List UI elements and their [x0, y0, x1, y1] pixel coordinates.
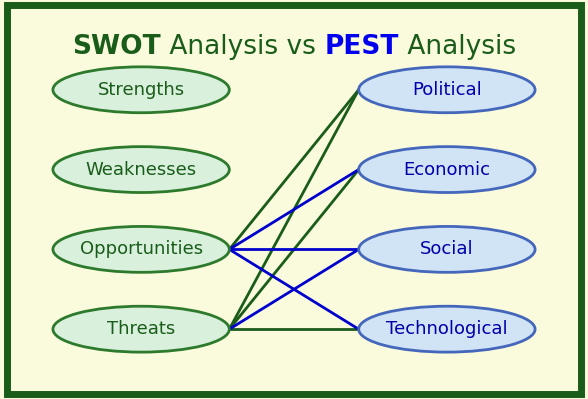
Ellipse shape	[53, 147, 229, 193]
Text: SWOT: SWOT	[72, 34, 161, 60]
Text: PEST: PEST	[324, 34, 399, 60]
Ellipse shape	[359, 306, 535, 352]
Text: Analysis vs: Analysis vs	[161, 34, 324, 60]
Text: Strengths: Strengths	[98, 81, 185, 99]
Text: Technological: Technological	[386, 320, 507, 338]
Text: Threats: Threats	[107, 320, 175, 338]
FancyBboxPatch shape	[7, 5, 581, 394]
Text: Opportunities: Opportunities	[79, 240, 203, 259]
Ellipse shape	[359, 227, 535, 272]
Text: Economic: Economic	[403, 160, 490, 179]
Ellipse shape	[53, 67, 229, 113]
Ellipse shape	[53, 306, 229, 352]
Text: Analysis: Analysis	[399, 34, 516, 60]
Text: Weaknesses: Weaknesses	[86, 160, 196, 179]
Ellipse shape	[359, 67, 535, 113]
Ellipse shape	[53, 227, 229, 272]
Text: Political: Political	[412, 81, 482, 99]
Text: Social: Social	[420, 240, 474, 259]
Ellipse shape	[359, 147, 535, 193]
